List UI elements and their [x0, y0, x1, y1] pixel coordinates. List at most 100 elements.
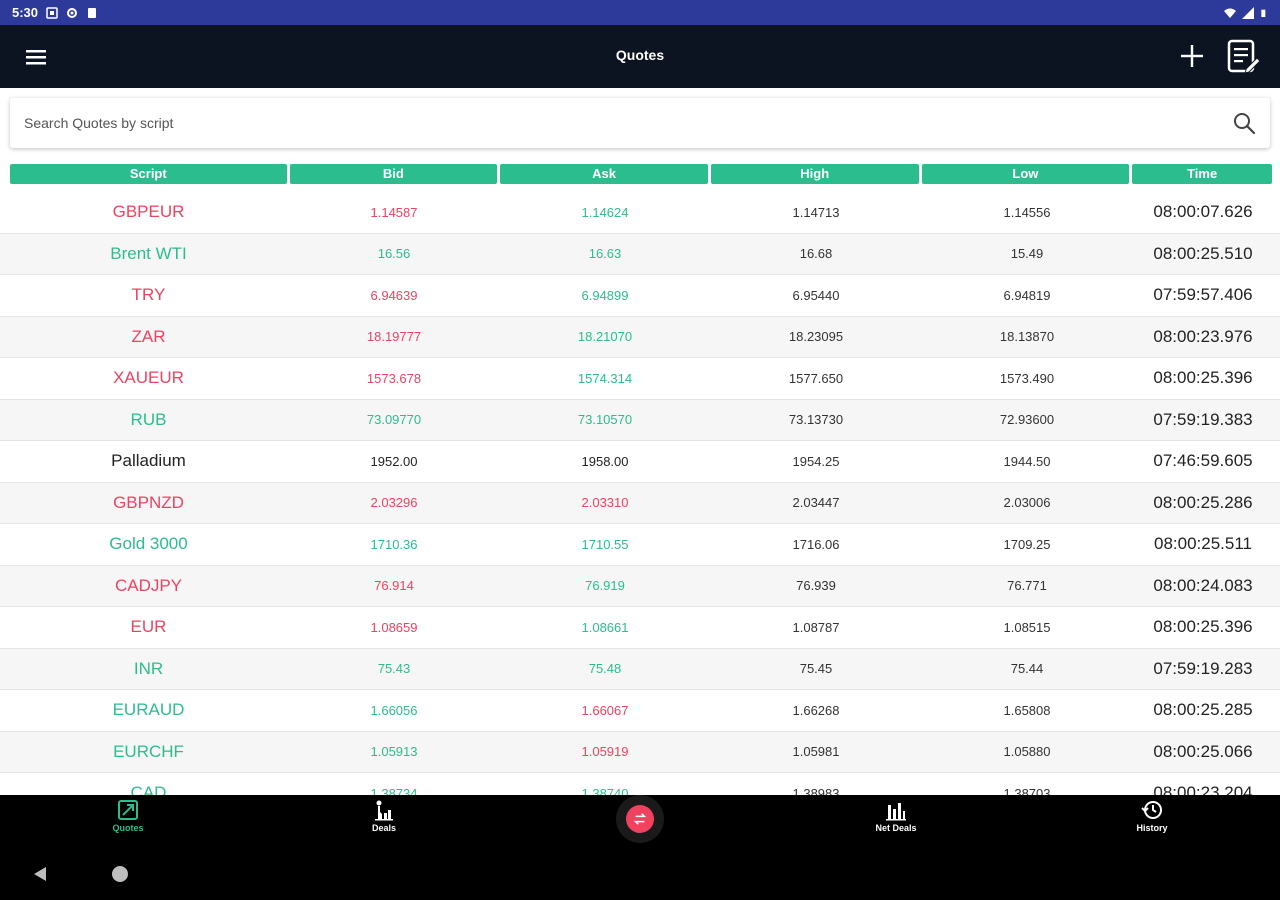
search-bar	[10, 98, 1270, 148]
cell-bid: 6.94639	[370, 287, 418, 303]
cell-time: 08:00:25.396	[1153, 368, 1253, 388]
table-row[interactable]: CAD 1.38734 1.38740 1.38983 1.38703 08:00:23.…	[0, 773, 1280, 795]
nav-deals[interactable]: Deals	[344, 799, 424, 839]
cell-ask: 1958.00	[581, 453, 629, 469]
cell-bid: 1.14587	[370, 204, 418, 220]
cell-script: Brent WTI	[110, 243, 187, 263]
nav-quotes[interactable]: Quotes	[88, 799, 168, 839]
table-row[interactable]: Brent WTI 16.56 16.63 16.68 15.49 08:00:25.51…	[0, 233, 1280, 275]
search-icon[interactable]	[1232, 111, 1256, 135]
table-row[interactable]: GBPEUR 1.14587 1.14624 1.14713 1.14556 08:00:…	[0, 192, 1280, 234]
cell-script: Gold 3000	[109, 534, 188, 554]
cell-bid: 1710.36	[370, 536, 418, 552]
cell-low: 1.65808	[1003, 702, 1051, 718]
table-row[interactable]: CADJPY 76.914 76.919 76.939 76.771 08:00:24.0…	[0, 565, 1280, 607]
home-icon[interactable]	[112, 866, 128, 882]
column-header-low[interactable]: Low	[921, 164, 1130, 184]
cell-low: 1944.50	[1003, 453, 1051, 469]
table-row[interactable]: ZAR 18.19777 18.21070 18.23095 18.13870 08:00…	[0, 316, 1280, 358]
cell-script: CADJPY	[114, 575, 183, 595]
cell-high: 1.08787	[792, 619, 840, 635]
column-header-ask[interactable]: Ask	[500, 164, 708, 184]
nav-history[interactable]: History	[1112, 799, 1192, 839]
cell-ask: 1.66067	[581, 702, 629, 718]
nav-deals-label: Deals	[371, 823, 397, 833]
signal-icon	[1242, 6, 1254, 19]
sim-icon	[46, 6, 58, 19]
cell-script: EURCHF	[113, 741, 184, 761]
cell-ask: 2.03310	[581, 495, 629, 511]
cell-ask: 76.919	[585, 578, 625, 594]
nav-net-deals[interactable]: Net Deals	[856, 799, 936, 839]
column-header-time[interactable]: Time	[1132, 164, 1273, 184]
table-row[interactable]: Gold 3000 1710.36 1710.55 1716.06 1709.25 08:…	[0, 524, 1280, 566]
page-title: Quotes	[615, 47, 665, 63]
cell-script: GBPNZD	[113, 492, 184, 512]
cell-bid: 18.19777	[366, 329, 422, 345]
system-nav-bar	[0, 850, 1280, 900]
cell-bid: 2.03296	[370, 495, 418, 511]
cell-time: 08:00:25.285	[1153, 700, 1253, 720]
search-input[interactable]	[10, 98, 1232, 148]
cell-script: INR	[133, 658, 164, 678]
column-header-script[interactable]: Script	[10, 164, 287, 184]
cell-high: 75.45	[799, 661, 833, 677]
cell-high: 18.23095	[788, 329, 844, 345]
cell-high: 1.14713	[792, 204, 840, 220]
cell-low: 72.93600	[999, 412, 1055, 428]
table-row[interactable]: EUR 1.08659 1.08661 1.08787 1.08515 08:00:25.…	[0, 607, 1280, 649]
battery-icon	[1261, 9, 1266, 17]
cell-bid: 1.66056	[370, 702, 418, 718]
cell-bid: 1573.678	[366, 370, 422, 386]
table-row[interactable]: Palladium 1952.00 1958.00 1954.25 1944.50 07:…	[0, 441, 1280, 483]
cell-ask: 18.21070	[577, 329, 633, 345]
plus-icon[interactable]	[1178, 42, 1206, 70]
cell-low: 75.44	[1010, 661, 1044, 677]
cell-low: 15.49	[1010, 246, 1044, 262]
table-row[interactable]: EURCHF 1.05913 1.05919 1.05981 1.05880 08:00:…	[0, 731, 1280, 773]
cell-ask: 1.38740	[581, 785, 629, 795]
cell-script: XAUEUR	[113, 368, 184, 388]
cell-bid: 16.56	[377, 246, 411, 262]
edit-note-icon[interactable]	[1226, 39, 1260, 75]
trade-button[interactable]	[616, 795, 664, 843]
cell-time: 08:00:23.204	[1153, 783, 1253, 795]
cell-bid: 75.43	[377, 661, 411, 677]
cell-low: 2.03006	[1003, 495, 1051, 511]
cell-low: 1573.490	[999, 370, 1055, 386]
cell-bid: 1.38734	[370, 785, 418, 795]
cell-high: 1.05981	[792, 744, 840, 760]
cell-high: 76.939	[796, 578, 836, 594]
table-row[interactable]: EURAUD 1.66056 1.66067 1.66268 1.65808 08:00:…	[0, 690, 1280, 732]
table-row[interactable]: RUB 73.09770 73.10570 73.13730 72.93600 07:59…	[0, 399, 1280, 441]
table-row[interactable]: INR 75.43 75.48 75.45 75.44 07:59:19.283	[0, 648, 1280, 690]
deals-icon	[375, 800, 393, 821]
table-row[interactable]: GBPNZD 2.03296 2.03310 2.03447 2.03006 08:00:…	[0, 482, 1280, 524]
column-header-bid[interactable]: Bid	[289, 164, 498, 184]
app-bar: Quotes	[0, 25, 1280, 88]
table-header: Script Bid Ask High Low Time	[10, 164, 1273, 184]
nav-quotes-label: Quotes	[112, 823, 144, 833]
cell-high: 1577.650	[788, 370, 844, 386]
cell-bid: 1.08659	[370, 619, 418, 635]
quotes-icon	[118, 800, 138, 820]
table-row[interactable]: TRY 6.94639 6.94899 6.95440 6.94819 07:59:57.…	[0, 275, 1280, 317]
cell-time: 08:00:25.066	[1153, 741, 1253, 761]
cell-ask: 1.08661	[581, 619, 629, 635]
cell-ask: 1.05919	[581, 744, 629, 760]
quotes-table: GBPEUR 1.14587 1.14624 1.14713 1.14556 08:00:…	[0, 192, 1280, 795]
cell-high: 2.03447	[792, 495, 840, 511]
cell-low: 18.13870	[999, 329, 1055, 345]
column-header-high[interactable]: High	[710, 164, 919, 184]
cell-script: EUR	[130, 617, 167, 637]
cell-ask: 73.10570	[577, 412, 633, 428]
cell-time: 08:00:07.626	[1153, 202, 1253, 222]
cell-bid: 1952.00	[370, 453, 418, 469]
cell-time: 08:00:25.510	[1153, 243, 1253, 263]
cell-time: 08:00:23.976	[1153, 326, 1253, 346]
cell-time: 07:59:19.283	[1153, 658, 1253, 678]
table-row[interactable]: XAUEUR 1573.678 1574.314 1577.650 1573.490 08…	[0, 358, 1280, 400]
cell-high: 16.68	[799, 246, 833, 262]
hamburger-menu-icon[interactable]	[24, 45, 48, 69]
back-icon[interactable]	[30, 864, 50, 884]
